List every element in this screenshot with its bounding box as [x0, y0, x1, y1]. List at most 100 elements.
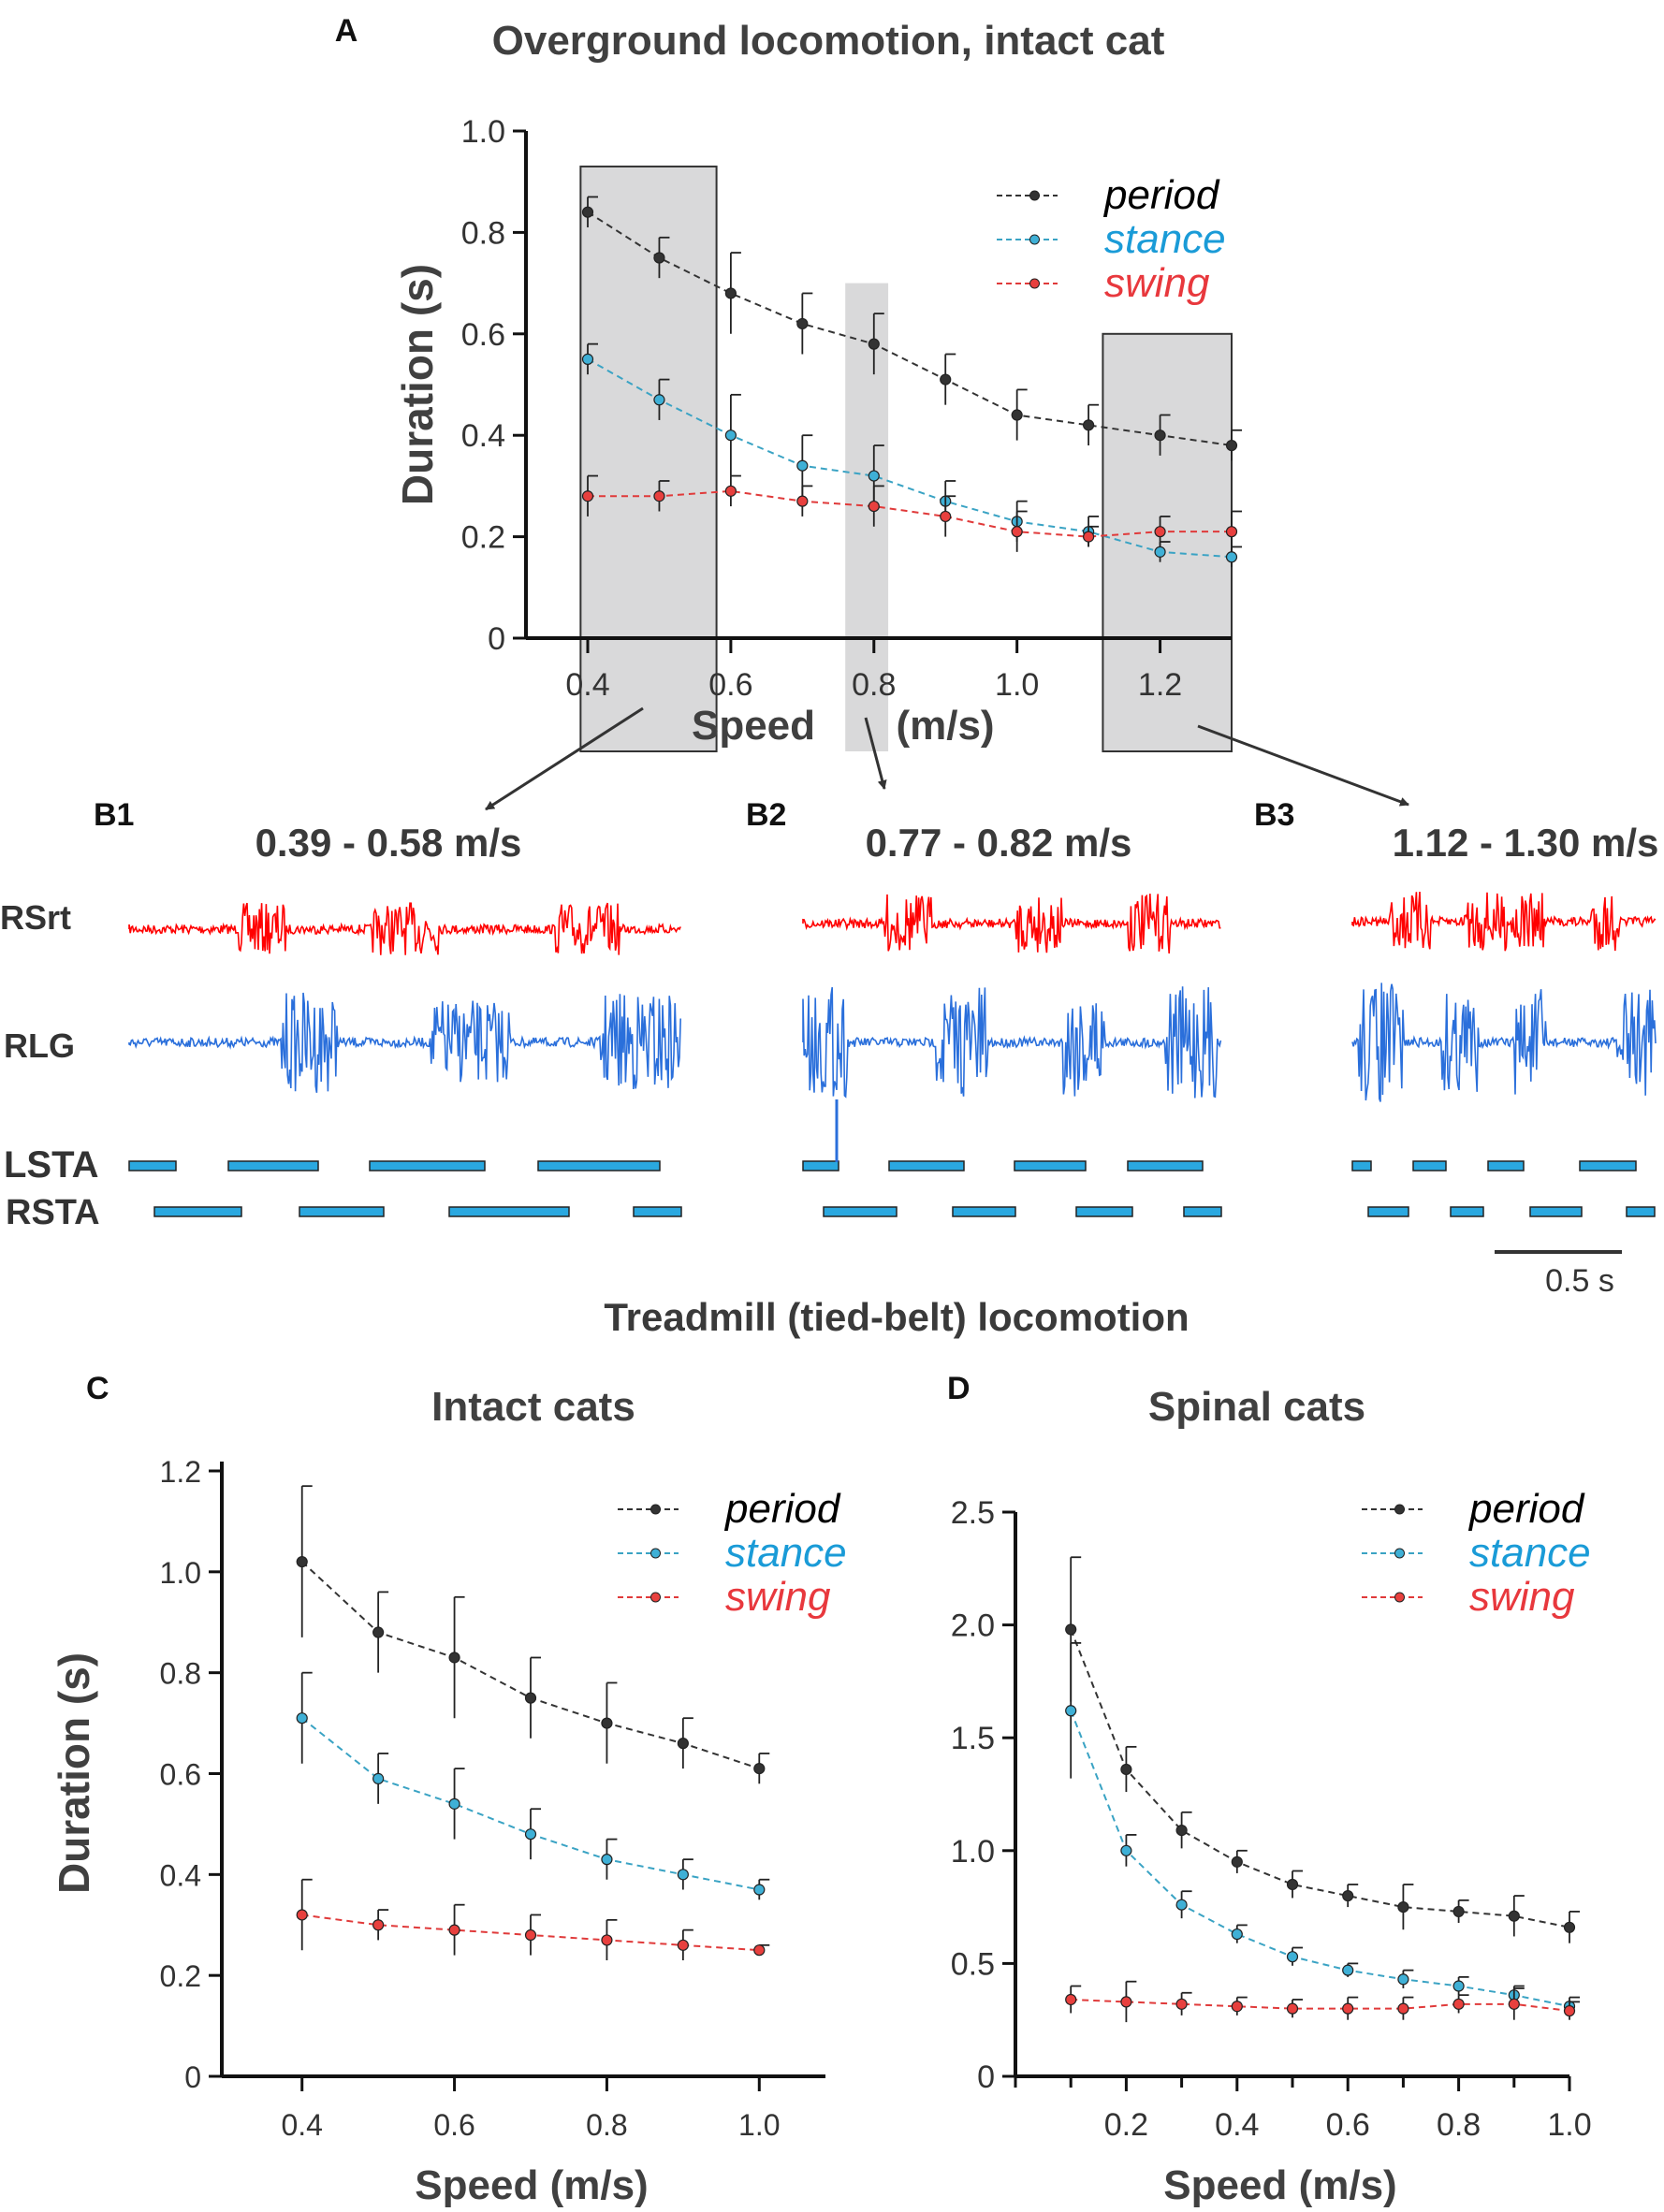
y-tick-label: 2.5 [951, 1495, 995, 1531]
panel-d-letter: D [947, 1371, 971, 1406]
panel-b: B1 B2 B3 0.39 - 0.58 m/s 0.77 - 0.82 m/s… [0, 797, 1658, 1299]
data-point-period [940, 373, 952, 386]
rsta-bar [153, 1206, 242, 1217]
x-axis-label-right: (m/s) [896, 703, 994, 749]
x-tick-label: 1.0 [995, 667, 1039, 703]
data-point-stance [677, 1869, 689, 1881]
panel-c: C Intact cats 00.20.40.60.81.01.20.4 0.6 0… [50, 1371, 847, 2208]
rlg-trace-b3 [1351, 982, 1657, 1102]
x-tick-label: 0.6 [1326, 2107, 1370, 2143]
x-axis-label: Speed (m/s) [415, 2162, 648, 2208]
data-point-swing [796, 495, 809, 507]
panel-a-title: Overground locomotion, intact cat [492, 18, 1165, 64]
lsta-bar [802, 1160, 839, 1171]
data-point-swing [1231, 2001, 1243, 2013]
data-point-swing [581, 490, 594, 502]
rsrt-trace-b2 [802, 894, 1221, 954]
x-tick-label: 1.0 [738, 2108, 780, 2142]
data-point-period [1286, 1878, 1299, 1891]
data-point-swing [1452, 1998, 1465, 2010]
rsta-bar [952, 1206, 1016, 1217]
series-line-period [1070, 1629, 1570, 1928]
legend-marker-period [650, 1504, 661, 1515]
highlight-range-1 [579, 165, 718, 752]
legend-label-swing: swing [1469, 1574, 1575, 1620]
row-label-rlg: RLG [4, 1026, 75, 1065]
rsta-bar [823, 1206, 898, 1217]
legend-marker-stance [1029, 234, 1040, 245]
panel-a-letter: A [335, 13, 358, 49]
y-tick-label: 0.8 [160, 1657, 201, 1691]
panel-c-title: Intact cats [431, 1384, 635, 1430]
data-point-swing [601, 1934, 613, 1946]
x-tick-label: 0.4 [281, 2108, 322, 2142]
series-line-stance [301, 1717, 760, 1891]
data-point-swing [1120, 1996, 1132, 2008]
data-point-swing [1286, 2002, 1299, 2015]
data-point-period [1397, 1900, 1409, 1914]
data-point-period [524, 1692, 537, 1704]
x-tick-label: 0.8 [586, 2108, 627, 2142]
x-tick-label: 0.6 [708, 667, 752, 703]
y-tick-label: 2.0 [951, 1608, 995, 1644]
data-point-stance [1342, 1964, 1354, 1976]
rsta-bar [1075, 1206, 1133, 1217]
data-point-period [1508, 1910, 1520, 1922]
data-point-swing [1508, 1998, 1520, 2010]
y-tick-label: 1.0 [951, 1834, 995, 1870]
y-tick-label: 0.5 [951, 1946, 995, 1982]
x-tick-label: 0.2 [1104, 2107, 1148, 2143]
data-point-period [677, 1738, 689, 1750]
rlg-trace-b2 [802, 986, 1222, 1099]
x-tick-label: 0.6 [433, 2108, 474, 2142]
lsta-bar [227, 1160, 319, 1171]
data-point-period [1342, 1889, 1354, 1902]
y-tick-label: 0 [184, 2060, 201, 2094]
stance-bars [128, 1099, 1656, 1217]
data-point-swing [1397, 2002, 1409, 2015]
lsta-bar [369, 1160, 486, 1171]
panel-c-letter: C [86, 1371, 109, 1406]
data-point-swing [524, 1928, 537, 1942]
rsta-bar [299, 1206, 385, 1217]
legend-marker-swing [1394, 1592, 1405, 1603]
y-tick-label: 0.2 [160, 1959, 201, 1993]
data-point-swing [1083, 531, 1095, 543]
data-point-stance [372, 1772, 385, 1784]
x-tick-label: 0.4 [565, 667, 609, 703]
lsta-bar [128, 1160, 177, 1171]
arrow-b3 [1197, 724, 1409, 807]
row-label-lsta: LSTA [4, 1144, 98, 1186]
chart-d: 0 0.5 1.0 1.5 2.0 2.5 0.2 0.4 0.6 0.8 1.0 Speed (m/… [951, 1486, 1592, 2208]
rsta-bar [448, 1206, 570, 1217]
y-tick-label: 1.2 [160, 1455, 201, 1489]
lsta-bar [537, 1160, 661, 1171]
emg-traces [128, 891, 1657, 1102]
row-label-rsta: RSTA [6, 1193, 100, 1232]
y-tick-label: 0 [488, 621, 505, 657]
treadmill-heading: Treadmill (tied-belt) locomotion [604, 1295, 1189, 1339]
panel-d-title: Spinal cats [1148, 1384, 1365, 1430]
data-point-stance [653, 394, 665, 406]
data-point-period [1065, 1623, 1077, 1636]
data-point-period [1452, 1905, 1465, 1918]
data-point-swing [1065, 1993, 1077, 2006]
y-tick-label: 0.6 [160, 1758, 201, 1792]
data-point-stance [1452, 1980, 1465, 1992]
data-point-period [601, 1717, 613, 1729]
panel-b2-letter: B2 [746, 797, 786, 833]
y-tick-label: 0.2 [461, 520, 505, 556]
series-line-stance [587, 358, 1233, 559]
data-point-stance [581, 353, 594, 365]
data-point-swing [448, 1924, 460, 1936]
data-point-swing [940, 510, 952, 523]
data-point-stance [1286, 1951, 1299, 1963]
data-point-swing [1175, 1998, 1188, 2010]
lsta-bar [1014, 1160, 1087, 1171]
legend-marker-period [1394, 1504, 1405, 1515]
y-tick-label: 1.5 [951, 1721, 995, 1756]
lsta-bar [1127, 1160, 1204, 1171]
legend-label-swing: swing [725, 1574, 831, 1620]
data-point-period [1225, 439, 1238, 452]
